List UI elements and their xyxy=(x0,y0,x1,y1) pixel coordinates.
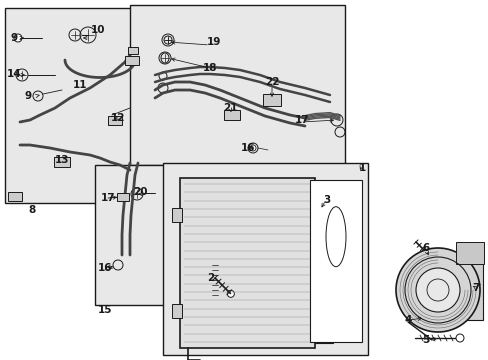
Bar xyxy=(117,193,129,201)
Text: 22: 22 xyxy=(264,77,279,87)
Text: 7: 7 xyxy=(471,283,479,293)
Bar xyxy=(8,192,22,201)
Circle shape xyxy=(395,248,479,332)
Text: 1: 1 xyxy=(358,163,365,173)
Text: 18: 18 xyxy=(203,63,217,73)
Text: 14: 14 xyxy=(7,69,21,79)
Bar xyxy=(180,178,314,348)
Text: 3: 3 xyxy=(323,195,330,205)
Circle shape xyxy=(249,145,256,151)
Bar xyxy=(128,46,138,54)
Bar xyxy=(5,8,160,203)
Text: 4: 4 xyxy=(404,315,411,325)
Bar xyxy=(224,110,240,120)
Text: 16: 16 xyxy=(98,263,112,273)
Text: 11: 11 xyxy=(73,80,87,90)
Bar xyxy=(130,5,345,165)
Circle shape xyxy=(427,253,432,260)
Bar xyxy=(263,94,281,106)
Bar xyxy=(54,157,70,167)
Circle shape xyxy=(455,334,463,342)
Bar xyxy=(163,163,367,355)
Bar xyxy=(172,304,182,318)
Bar xyxy=(172,208,182,222)
Text: 5: 5 xyxy=(422,335,429,345)
Text: 15: 15 xyxy=(98,305,112,315)
Text: 9: 9 xyxy=(10,33,18,43)
Text: 6: 6 xyxy=(422,243,429,253)
Text: 19: 19 xyxy=(206,37,221,47)
Bar xyxy=(455,242,483,264)
Text: 2: 2 xyxy=(207,273,214,283)
Text: 10: 10 xyxy=(91,25,105,35)
Text: 8: 8 xyxy=(28,205,36,215)
Circle shape xyxy=(415,268,459,312)
Bar xyxy=(95,165,200,305)
Circle shape xyxy=(227,290,234,297)
Text: 9: 9 xyxy=(24,91,32,101)
Text: 20: 20 xyxy=(132,187,147,197)
Bar xyxy=(309,180,361,342)
Bar xyxy=(432,260,482,320)
Text: 13: 13 xyxy=(55,155,69,165)
Circle shape xyxy=(14,34,22,42)
Bar xyxy=(314,183,332,343)
Text: 21: 21 xyxy=(223,103,237,113)
Text: 12: 12 xyxy=(110,113,125,123)
Bar xyxy=(108,116,122,125)
Text: 17: 17 xyxy=(294,115,309,125)
Text: 16: 16 xyxy=(240,143,255,153)
Text: 17: 17 xyxy=(101,193,115,203)
Bar xyxy=(125,55,139,64)
